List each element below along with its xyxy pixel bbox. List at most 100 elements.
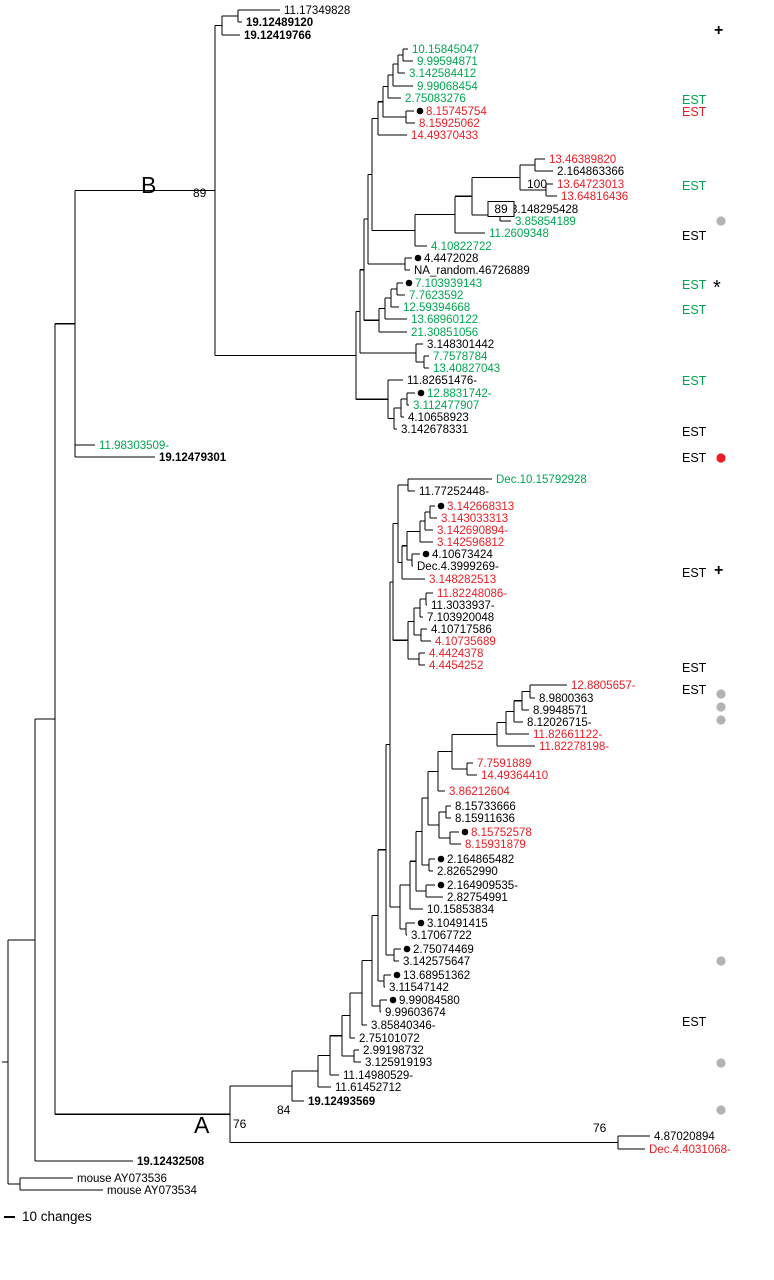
node-dot bbox=[393, 971, 401, 979]
taxon-label: 9.99068454 bbox=[417, 81, 478, 93]
est-annotation: EST bbox=[682, 661, 707, 675]
taxon-label: 12.8831742- bbox=[427, 388, 492, 400]
taxon-label: 3.85840346- bbox=[371, 1020, 436, 1032]
scale-bar-label: 10 changes bbox=[22, 1209, 92, 1224]
red-dot-symbol bbox=[716, 453, 726, 463]
taxon-label: 3.142575647 bbox=[403, 956, 470, 968]
taxon-label: 2.164909535- bbox=[447, 880, 518, 892]
taxon-label: 12.59394668 bbox=[403, 302, 470, 314]
taxon-label: 2.164865482 bbox=[447, 854, 514, 866]
taxon-label: 4.4424378 bbox=[429, 648, 483, 660]
node-dot bbox=[437, 502, 445, 510]
taxon-label: 3.143033313 bbox=[441, 513, 508, 525]
taxon-label: 3.142596812 bbox=[437, 537, 504, 549]
taxon-label: NA_random.46726889 bbox=[414, 265, 530, 277]
taxon-label: 2.75101072 bbox=[359, 1033, 420, 1045]
taxon-label: 8.15925062 bbox=[419, 118, 480, 130]
est-annotation: EST bbox=[682, 566, 707, 580]
taxon-label: 8.9948571 bbox=[533, 705, 587, 717]
taxon-label: Dec.4.3999269- bbox=[417, 561, 499, 573]
taxon-label: 13.64723013 bbox=[557, 179, 624, 191]
scale-bar-line bbox=[4, 1215, 15, 1218]
taxon-label: 2.99198732 bbox=[363, 1045, 424, 1057]
plus-symbol: + bbox=[714, 562, 723, 579]
taxon-label: 11.82651476- bbox=[407, 375, 477, 387]
taxon-label: 19.12489120 bbox=[246, 17, 313, 29]
bootstrap-value: 76 bbox=[593, 1121, 607, 1135]
taxon-label: 19.12493569 bbox=[308, 1096, 375, 1108]
taxon-label: 11.82248086- bbox=[437, 588, 507, 600]
taxon-label: 3.142678331 bbox=[401, 424, 468, 436]
taxon-label: 3.125919193 bbox=[365, 1057, 432, 1069]
taxon-label: 19.12419766 bbox=[244, 30, 311, 42]
bootstrap-value: 100 bbox=[527, 177, 547, 191]
taxon-label: 4.4454252 bbox=[429, 660, 483, 672]
taxon-label: 11.82661122- bbox=[533, 729, 602, 741]
est-annotation: EST bbox=[682, 93, 707, 107]
taxon-label: 7.103939143 bbox=[415, 278, 482, 290]
est-annotation: EST bbox=[682, 683, 707, 697]
taxon-label: 13.46389820 bbox=[549, 154, 616, 166]
taxon-label: 7.7578784 bbox=[433, 351, 488, 363]
node-dot bbox=[437, 855, 445, 863]
taxon-label: 7.7591889 bbox=[477, 758, 531, 770]
taxon-label: 11.2609348 bbox=[489, 228, 549, 240]
taxon-label: 19.12479301 bbox=[159, 452, 227, 464]
taxon-label: mouse AY073534 bbox=[107, 1185, 198, 1197]
est-annotation: EST bbox=[682, 374, 707, 388]
bootstrap-box bbox=[487, 201, 515, 217]
taxon-label: 9.99084580 bbox=[399, 995, 460, 1007]
taxon-label: 3.86212604 bbox=[449, 786, 510, 798]
taxon-label: 11.17349828 bbox=[284, 5, 350, 17]
taxon-label: 3.148301442 bbox=[427, 339, 494, 351]
taxon-label: 4.87020894 bbox=[654, 1131, 715, 1143]
taxon-label: 2.75074469 bbox=[413, 944, 474, 956]
taxon-label: 4.4472028 bbox=[424, 253, 478, 265]
taxon-label: Dec.4.4031068- bbox=[649, 1144, 731, 1156]
taxon-label: 3.112477907 bbox=[413, 400, 479, 412]
taxon-label: 13.68951362 bbox=[403, 970, 470, 982]
taxon-label: 14.49370433 bbox=[411, 130, 478, 142]
est-annotation: EST bbox=[682, 179, 707, 193]
est-annotation: EST bbox=[682, 229, 707, 243]
gray-dot-symbol bbox=[716, 715, 726, 725]
node-dot bbox=[389, 996, 397, 1004]
gray-dot-symbol bbox=[716, 1105, 726, 1115]
node-dot bbox=[403, 945, 411, 953]
taxon-label: 8.15733666 bbox=[455, 801, 516, 813]
taxon-label: 13.64816436 bbox=[561, 191, 628, 203]
taxon-label: 10.15845047 bbox=[412, 44, 479, 56]
asterisk-symbol: * bbox=[713, 277, 721, 299]
est-annotation: EST bbox=[682, 105, 707, 119]
taxon-label: 12.8805657- bbox=[571, 680, 636, 692]
taxon-label: 2.164863366 bbox=[557, 166, 624, 178]
taxon-label: 4.10735689 bbox=[435, 636, 496, 648]
taxon-label: 9.99594871 bbox=[417, 56, 478, 68]
taxon-label: 11.3033937- bbox=[431, 600, 495, 612]
clade-label: A bbox=[194, 1112, 210, 1138]
est-annotation: EST bbox=[682, 278, 707, 292]
gray-dot-symbol bbox=[716, 702, 726, 712]
gray-dot-symbol bbox=[716, 956, 726, 966]
taxon-label: 2.82652990 bbox=[437, 866, 498, 878]
taxon-label: 8.15752578 bbox=[471, 827, 532, 839]
taxon-label: 19.12432508 bbox=[137, 1156, 205, 1168]
node-dot bbox=[416, 107, 424, 115]
taxon-label: 8.15911636 bbox=[455, 813, 515, 825]
taxon-label: 3.142584412 bbox=[409, 68, 476, 80]
bootstrap-value: 89 bbox=[494, 202, 508, 216]
node-dot bbox=[417, 389, 425, 397]
taxon-label: 4.10658923 bbox=[408, 412, 469, 424]
taxon-label: 3.17067722 bbox=[411, 930, 472, 942]
taxon-label: 4.10717586 bbox=[431, 624, 492, 636]
taxon-label: 11.14980529- bbox=[343, 1070, 413, 1082]
taxon-label: mouse AY073536 bbox=[77, 1173, 167, 1185]
taxon-label: 13.40827043 bbox=[433, 363, 500, 375]
taxon-label: 3.11547142 bbox=[389, 982, 449, 994]
taxon-label: 8.12026715- bbox=[527, 717, 592, 729]
bootstrap-value: 76 bbox=[233, 1117, 247, 1131]
bootstrap-value: 84 bbox=[277, 1103, 291, 1117]
taxon-label: 11.77252448- bbox=[419, 486, 489, 498]
